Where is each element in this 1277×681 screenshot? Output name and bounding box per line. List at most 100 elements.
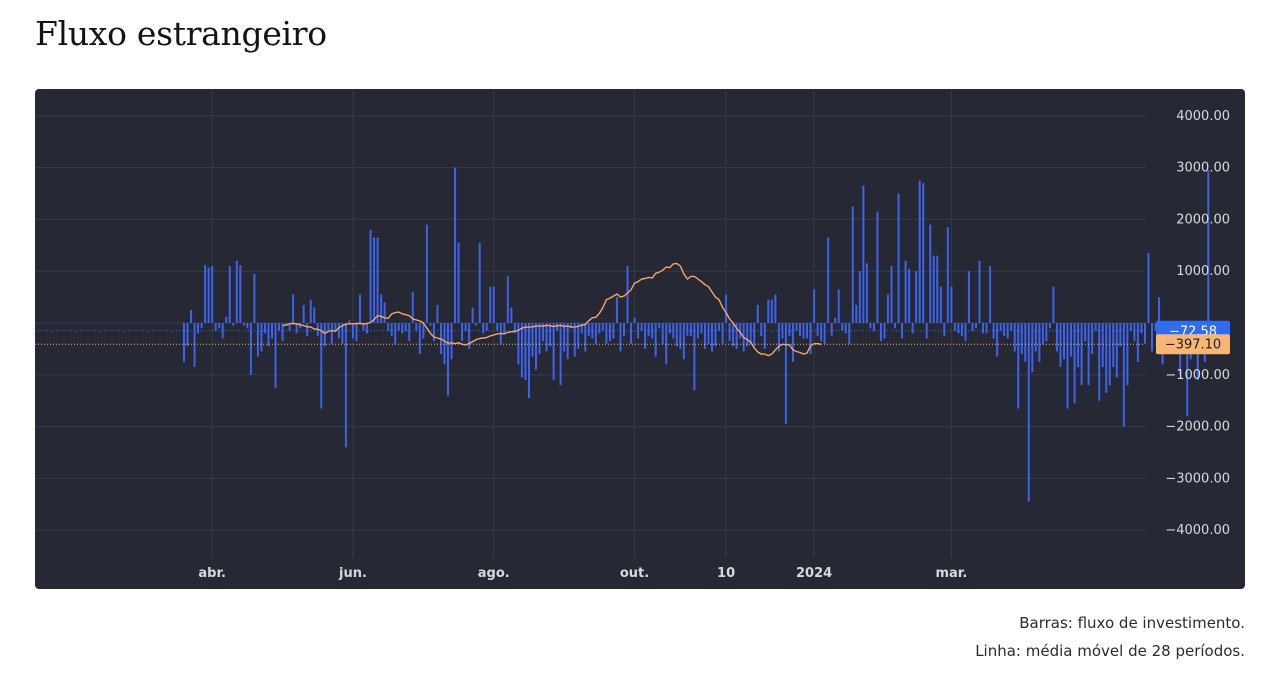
flow-bar: [351, 323, 354, 339]
chart-panel[interactable]: 4000.00 3000.00 2000.00 1000.00 −1000.00 −200…: [35, 89, 1245, 589]
flow-bar: [890, 266, 893, 323]
flow-bar: [834, 317, 837, 323]
flow-bar: [711, 323, 713, 352]
flow-bar: [608, 323, 611, 342]
flow-bar: [957, 323, 960, 334]
flow-bar: [517, 323, 520, 365]
flow-bar: [862, 185, 865, 323]
flow-bar: [362, 323, 365, 331]
flow-bar: [193, 323, 196, 368]
flow-bar: [221, 323, 224, 339]
flow-bar: [668, 323, 671, 334]
flow-bar: [675, 323, 678, 347]
flow-bar: [468, 323, 471, 349]
flow-bar: [190, 310, 193, 323]
flow-bar: [911, 323, 914, 334]
flow-bar: [295, 323, 298, 334]
flow-bar: [344, 323, 347, 448]
flow-bar: [278, 323, 281, 331]
flow-bar: [774, 294, 777, 323]
flow-bar: [799, 323, 801, 336]
flow-bar: [197, 323, 200, 334]
flow-bar: [1207, 170, 1210, 323]
flow-bar: [848, 323, 851, 344]
flow-bar: [471, 307, 474, 323]
flow-bar: [432, 323, 435, 342]
flow-bar: [327, 323, 330, 331]
flow-bar: [918, 180, 921, 323]
flow-bar: [285, 323, 288, 326]
flow-bar: [320, 323, 323, 409]
flow-bar: [341, 323, 344, 344]
flow-bar: [475, 323, 478, 326]
flow-bar: [760, 323, 763, 336]
x-tick-label: 2024: [796, 566, 832, 581]
flow-bar: [510, 307, 513, 323]
flow-bar: [598, 323, 601, 334]
flow-bar: [922, 183, 925, 323]
flow-bar: [1013, 323, 1016, 352]
flow-bar: [211, 266, 214, 323]
flow-bar: [633, 317, 636, 323]
flow-bar: [214, 323, 217, 331]
flow-bar: [447, 323, 449, 396]
y-tick-label: 4000.00: [1176, 109, 1230, 124]
flow-bar: [256, 323, 259, 357]
flow-bar: [355, 323, 358, 342]
flow-bar: [777, 323, 780, 352]
flow-bar: [267, 323, 270, 347]
flow-bar: [334, 323, 337, 331]
flow-bar: [549, 323, 552, 347]
flow-bar: [996, 323, 999, 357]
flow-bar: [658, 323, 661, 329]
flow-bar: [302, 304, 305, 323]
flow-bar: [795, 323, 798, 331]
flow-bar: [559, 323, 562, 386]
flow-bar: [366, 323, 369, 334]
flow-bar: [239, 264, 242, 323]
flow-bar: [1115, 323, 1118, 378]
flow-bar: [552, 323, 555, 380]
flow-bar: [573, 323, 576, 357]
flow-bar: [587, 323, 590, 336]
last-value-tags: −72.58−397.10: [1156, 320, 1230, 355]
flow-bar: [908, 268, 911, 323]
flow-bar: [1087, 323, 1090, 386]
flow-bar: [1073, 323, 1076, 404]
flow-bar: [1140, 323, 1143, 334]
flow-bar: [1017, 323, 1020, 409]
flow-bar: [1084, 323, 1087, 342]
flow-bar: [1055, 323, 1058, 352]
flow-bar: [679, 323, 682, 349]
flow-bar: [953, 323, 956, 331]
flow-bar: [630, 323, 633, 344]
flow-bar: [827, 237, 830, 323]
flow-bar: [450, 323, 453, 360]
flow-bar: [496, 323, 499, 331]
flow-bar: [538, 323, 541, 355]
flow-bar: [939, 286, 942, 323]
flow-bar: [1045, 323, 1048, 342]
flow-bar: [872, 323, 875, 331]
flow-bar: [707, 323, 710, 344]
flow-bar: [858, 271, 861, 323]
chart-svg[interactable]: 4000.00 3000.00 2000.00 1000.00 −1000.00 −200…: [35, 89, 1245, 589]
flow-bar: [323, 323, 326, 347]
flow-bar: [1041, 323, 1044, 344]
flow-bar: [813, 289, 816, 323]
flow-bar: [591, 323, 594, 339]
flow-bar: [397, 323, 400, 331]
flow-bar: [253, 273, 256, 323]
flow-bar: [975, 323, 977, 329]
flow-bar: [971, 323, 974, 331]
flow-bar: [274, 323, 277, 388]
flow-bar: [960, 323, 963, 336]
flow-bar: [1151, 323, 1153, 352]
flow-bar: [225, 316, 228, 323]
flow-bar: [242, 323, 245, 326]
flow-bar: [580, 323, 583, 334]
flow-bar: [1034, 323, 1037, 352]
page-title: Fluxo estrangeiro: [35, 14, 327, 53]
last-line-value-tag: [1156, 334, 1230, 355]
flow-bars: [183, 167, 1217, 502]
